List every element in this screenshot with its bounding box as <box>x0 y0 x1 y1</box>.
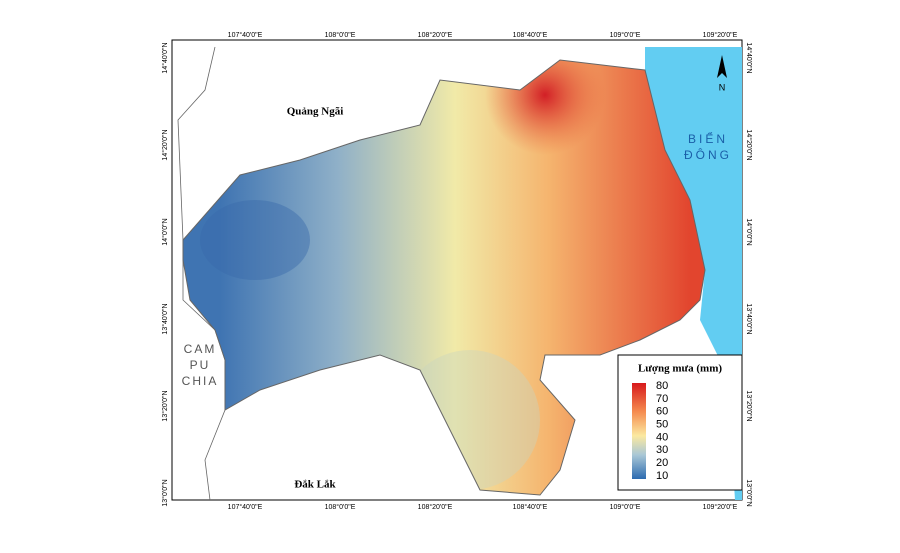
lat-label: 14°40'0"N <box>745 42 753 73</box>
place-label: BIỂN <box>688 131 728 146</box>
legend-tick-label: 20 <box>656 457 668 469</box>
legend-title: Lượng mưa (mm) <box>638 363 722 375</box>
sea <box>645 47 742 500</box>
lon-label: 108°20'0"E <box>418 31 453 39</box>
lon-label: 109°20'0"E <box>703 31 738 39</box>
legend-colorbar <box>632 383 646 479</box>
lon-label: 109°0'0"E <box>610 31 641 39</box>
lat-label: 14°0'0"N <box>745 218 753 245</box>
lat-label: 13°20'0"N <box>161 390 169 421</box>
legend-tick-label: 60 <box>656 406 668 418</box>
lat-label: 14°40'0"N <box>161 42 169 73</box>
place-label: Quảng Ngãi <box>287 106 344 118</box>
legend-tick-label: 30 <box>656 444 668 456</box>
north-label: N <box>719 82 726 92</box>
lon-label: 109°20'0"E <box>703 503 738 511</box>
place-label: Đắk Lắk <box>294 479 336 491</box>
province-boundary <box>182 59 706 496</box>
lon-label: 108°20'0"E <box>418 503 453 511</box>
north-arrow <box>717 55 727 78</box>
legend-tick-label: 40 <box>656 431 668 443</box>
lat-label: 13°0'0"N <box>161 479 169 506</box>
lat-label: 13°40'0"N <box>745 303 753 334</box>
lat-label: 13°20'0"N <box>745 390 753 421</box>
lon-label: 107°40'0"E <box>228 503 263 511</box>
lat-label: 14°0'0"N <box>161 218 169 245</box>
lat-label: 14°20'0"N <box>161 129 169 160</box>
legend-tick-label: 50 <box>656 418 668 430</box>
place-label: ĐÔNG <box>684 147 732 162</box>
lon-label: 108°0'0"E <box>325 31 356 39</box>
lon-label: 109°0'0"E <box>610 503 641 511</box>
place-label: PU <box>190 358 211 372</box>
legend-tick-label: 80 <box>656 380 668 392</box>
lat-label: 13°0'0"N <box>745 479 753 506</box>
border <box>177 46 226 501</box>
lat-label: 14°20'0"N <box>745 129 753 160</box>
legend-tick-label: 10 <box>656 470 668 482</box>
lat-label: 13°40'0"N <box>161 303 169 334</box>
place-label: CAM <box>184 342 217 356</box>
lon-label: 108°40'0"E <box>513 503 548 511</box>
legend-tick-label: 70 <box>656 393 668 405</box>
lon-label: 108°40'0"E <box>513 31 548 39</box>
lon-label: 108°0'0"E <box>325 503 356 511</box>
place-label: CHIA <box>182 374 219 388</box>
lon-label: 107°40'0"E <box>228 31 263 39</box>
